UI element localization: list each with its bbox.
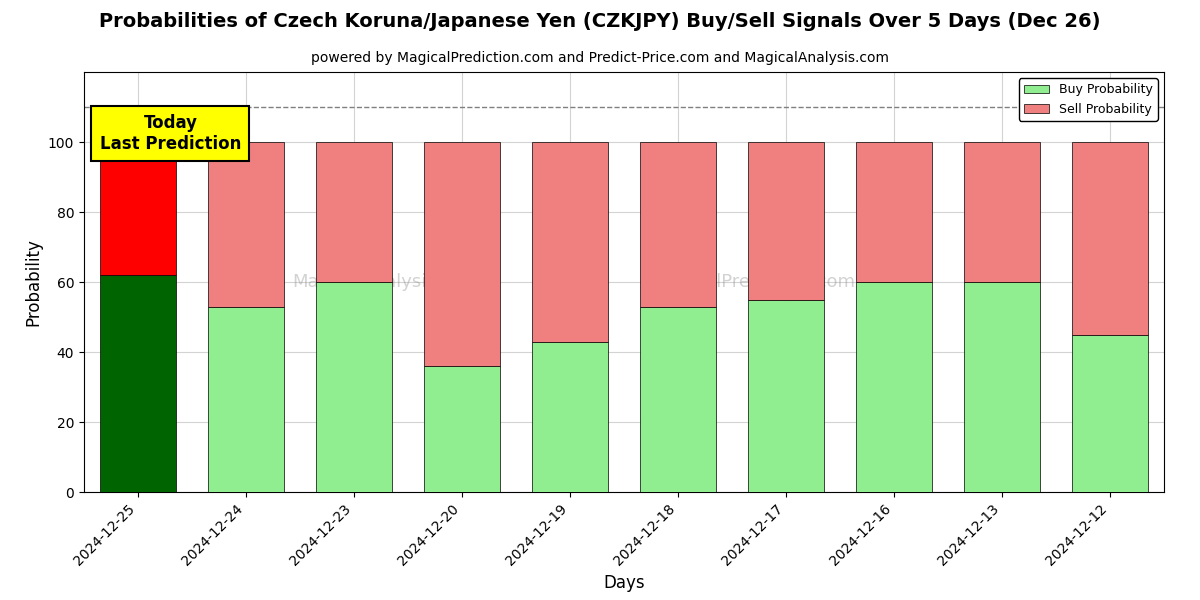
Bar xyxy=(857,282,932,492)
Bar xyxy=(209,307,284,492)
Bar xyxy=(425,142,500,366)
X-axis label: Days: Days xyxy=(604,574,644,592)
Bar xyxy=(641,142,716,307)
Bar xyxy=(965,142,1039,282)
Bar xyxy=(965,282,1039,492)
Bar xyxy=(101,142,176,275)
Legend: Buy Probability, Sell Probability: Buy Probability, Sell Probability xyxy=(1019,78,1158,121)
Bar xyxy=(101,275,176,492)
Text: MagicalAnalysis.com: MagicalAnalysis.com xyxy=(293,273,480,291)
Bar xyxy=(857,142,932,282)
Bar xyxy=(1073,335,1147,492)
Bar xyxy=(209,142,284,307)
Bar xyxy=(1073,142,1147,335)
Text: MagicalPrediction.com: MagicalPrediction.com xyxy=(652,273,856,291)
Text: Today
Last Prediction: Today Last Prediction xyxy=(100,114,241,153)
Bar xyxy=(317,282,391,492)
Bar xyxy=(641,307,716,492)
Bar xyxy=(533,142,607,341)
Text: powered by MagicalPrediction.com and Predict-Price.com and MagicalAnalysis.com: powered by MagicalPrediction.com and Pre… xyxy=(311,51,889,65)
Bar xyxy=(749,299,824,492)
Text: Probabilities of Czech Koruna/Japanese Yen (CZKJPY) Buy/Sell Signals Over 5 Days: Probabilities of Czech Koruna/Japanese Y… xyxy=(100,12,1100,31)
Bar xyxy=(533,341,607,492)
Bar xyxy=(749,142,824,299)
Bar xyxy=(317,142,391,282)
Bar xyxy=(425,366,500,492)
Y-axis label: Probability: Probability xyxy=(24,238,42,326)
